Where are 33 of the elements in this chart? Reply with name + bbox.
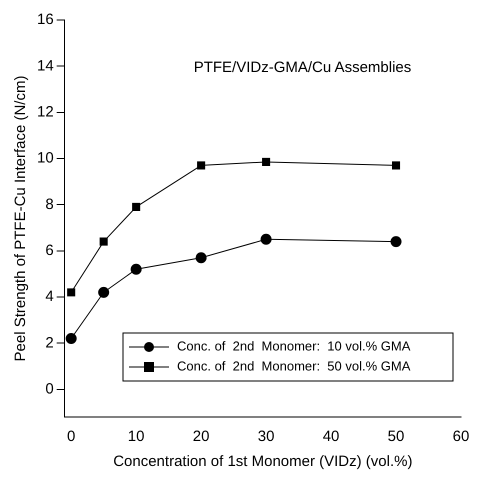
y-tick-label: 8 [45,196,54,213]
x-tick-label: 10 [128,428,144,446]
point [130,264,142,275]
x-tick-label: 20 [192,428,210,446]
legend-label: Conc. of 2nd Monomer: 50 vol.% GMA [177,358,411,374]
y-tick-label: 4 [45,288,54,306]
point [98,286,110,298]
y-tick-label: 16 [36,11,54,28]
y-axis-title: Peel Strength of PTFE-Cu Interface (N/cm) [12,76,30,362]
point [66,333,77,344]
x-axis-title: Concentration of 1st Monomer (VIDz) (vol.%) [113,453,412,470]
x-tick-label: 60 [452,428,470,446]
annotation: PTFE/VIDz-GMA/Cu Assemblies [194,59,412,76]
y-tick-label: 6 [45,242,54,259]
y-tick-label: 14 [36,57,54,74]
point [197,161,206,170]
y-tick-label: 10 [36,150,54,167]
x-tick-label: 0 [67,428,76,446]
point [67,288,76,296]
point [392,161,400,170]
y-tick-label: 2 [45,334,54,352]
point [262,158,270,166]
point [196,252,207,264]
y-tick-label: 12 [36,103,54,120]
point [132,202,140,211]
x-tick-label: 50 [388,428,404,446]
point [100,238,108,246]
y-tick-label: 0 [45,380,54,398]
legend-label: Conc. of 2nd Monomer: 10 vol.% GMA [177,338,411,354]
x-tick-label: 40 [322,428,340,446]
x-tick-label: 30 [258,428,274,446]
point [260,234,272,245]
point [390,236,402,248]
